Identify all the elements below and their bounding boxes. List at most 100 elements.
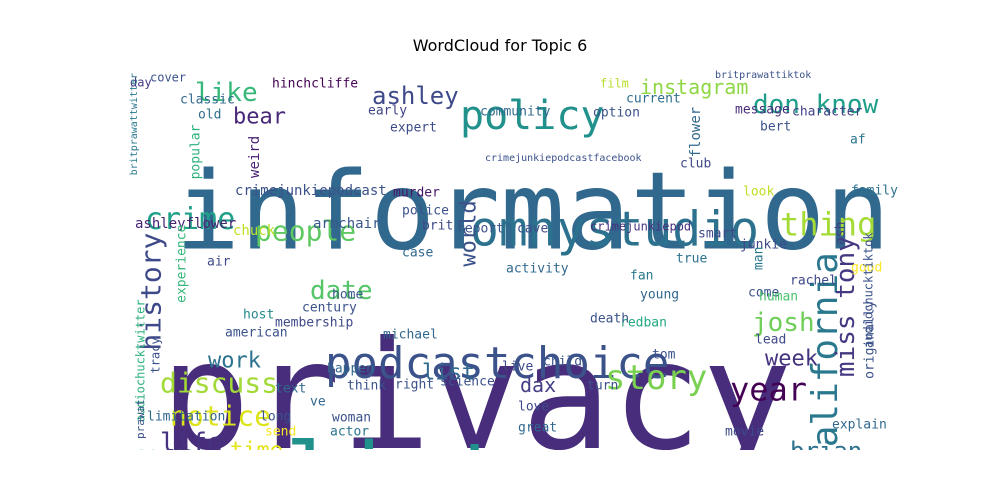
word-cover: cover xyxy=(150,71,186,85)
word-policy: policy xyxy=(460,93,605,139)
word-discuss: discuss xyxy=(160,366,278,399)
word-history: history xyxy=(134,233,167,351)
word-junkie: junkie xyxy=(740,237,787,252)
word-tracy: tracy xyxy=(149,337,163,373)
word-like: like xyxy=(195,78,258,108)
word-woman: woman xyxy=(332,410,371,425)
word-hinchcliffe: hinchcliffe xyxy=(272,76,358,91)
word-california: california xyxy=(805,252,846,450)
word-date: date xyxy=(310,276,373,306)
word-ash: ash xyxy=(833,222,848,245)
word-crimejunkiepodcast: crimejunkiepodcast xyxy=(235,183,387,199)
word-work: work xyxy=(208,349,261,374)
word-come: come xyxy=(748,285,779,300)
word-life: life xyxy=(160,428,223,450)
word-young: young xyxy=(640,287,679,302)
word-weird: weird xyxy=(247,136,263,178)
word-case: case xyxy=(402,245,433,260)
word-day: day xyxy=(130,76,152,90)
word-murder: murder xyxy=(393,185,440,200)
word-originally: originally xyxy=(862,300,877,378)
word-world: world xyxy=(457,200,482,266)
word-rachel: rachel xyxy=(790,273,837,288)
word-send: send xyxy=(265,424,296,439)
word-air: air xyxy=(207,254,231,269)
word-list: list xyxy=(422,361,475,386)
word-science: science xyxy=(440,374,495,389)
word-ashleyflower: ashleyflower xyxy=(135,216,236,232)
word-actor: actor xyxy=(330,424,369,439)
word-audiochucktwitter: audiochucktwitter xyxy=(134,299,148,422)
word-film: film xyxy=(600,77,629,91)
word-century: century xyxy=(302,300,357,315)
word-josh: josh xyxy=(752,308,815,338)
word-tom: tom xyxy=(652,347,676,362)
word-omnystudio: omnystudio xyxy=(470,201,759,257)
word-redban: redban xyxy=(620,315,667,330)
word-miss-tony: miss tony xyxy=(831,236,861,377)
word-happen: happen xyxy=(327,361,374,376)
word-classic: classic xyxy=(180,92,235,107)
word-week: week xyxy=(765,347,818,372)
word-right: right xyxy=(395,377,434,392)
word-flower: flower xyxy=(688,107,704,158)
word-early: early xyxy=(368,103,407,118)
word-listener: listener xyxy=(285,424,728,450)
wordcloud-title: WordCloud for Topic 6 xyxy=(412,36,588,55)
word-great: great xyxy=(518,420,557,435)
word-explain: explain xyxy=(832,417,887,432)
word-american: american xyxy=(225,325,288,340)
word-brian: brian xyxy=(790,437,862,450)
word-long: long xyxy=(260,409,291,424)
word-text: text xyxy=(275,381,306,396)
word-af: af xyxy=(850,132,866,147)
word-activity: activity xyxy=(506,261,569,276)
word-michael: michael xyxy=(383,327,438,342)
word-message: message xyxy=(735,102,790,117)
word-time: time xyxy=(230,439,283,450)
word-family: family xyxy=(851,183,898,198)
word-audiochucktiktok: audiochucktiktok xyxy=(862,232,876,348)
word-experience: experience xyxy=(174,224,189,302)
word-armchair: armchair xyxy=(313,216,380,232)
wordcloud-canvas: information privacylistener omnystudio podc… xyxy=(125,60,900,450)
word-human: human xyxy=(759,289,798,304)
word-ve: ve xyxy=(310,394,326,409)
word-chuck: chuck xyxy=(233,223,276,239)
word-option: option xyxy=(593,105,640,120)
word-ashley: ashley xyxy=(372,82,459,110)
word-year: year xyxy=(730,371,807,409)
word-people: people xyxy=(255,214,356,247)
word-popular: popular xyxy=(188,124,203,179)
word-child: child xyxy=(543,354,582,369)
word-current: current xyxy=(626,91,681,106)
word-character: character xyxy=(792,104,863,119)
word-membership: membership xyxy=(275,315,353,330)
word-information: information xyxy=(175,149,890,274)
word-man: man xyxy=(751,247,766,270)
word-death: death xyxy=(590,311,629,326)
word-britprawattiktok: britprawattiktok xyxy=(715,70,811,81)
word-bear: bear xyxy=(233,105,286,130)
word-crimejunkiepodcastfacebook: crimejunkiepodcastfacebook xyxy=(485,153,642,164)
word-brit: brit xyxy=(422,218,453,233)
word-fan: fan xyxy=(630,268,653,283)
word-smart: smart xyxy=(698,226,737,241)
word-expert: expert xyxy=(390,120,437,135)
word-prawat: prawat xyxy=(134,399,147,439)
word-good: good xyxy=(851,260,882,275)
word-lead: lead xyxy=(755,332,786,347)
word-podcastchoice: podcastchoice xyxy=(325,338,669,389)
word-live: live xyxy=(502,359,533,374)
word-police: police xyxy=(402,203,449,218)
word-turn: turn xyxy=(587,378,618,393)
word-dax: dax xyxy=(520,373,556,397)
word-club: club xyxy=(680,156,711,171)
word-bert: bert xyxy=(760,119,791,134)
word-britprawattwitter: britprawattwitter xyxy=(129,73,140,175)
word-privacy: privacy xyxy=(160,310,792,450)
word-old: old xyxy=(198,107,221,122)
word-notice: notice xyxy=(170,399,271,432)
wordcloud-svg: information privacylistener omnystudio podc… xyxy=(129,70,898,450)
word-home: home xyxy=(332,287,363,302)
